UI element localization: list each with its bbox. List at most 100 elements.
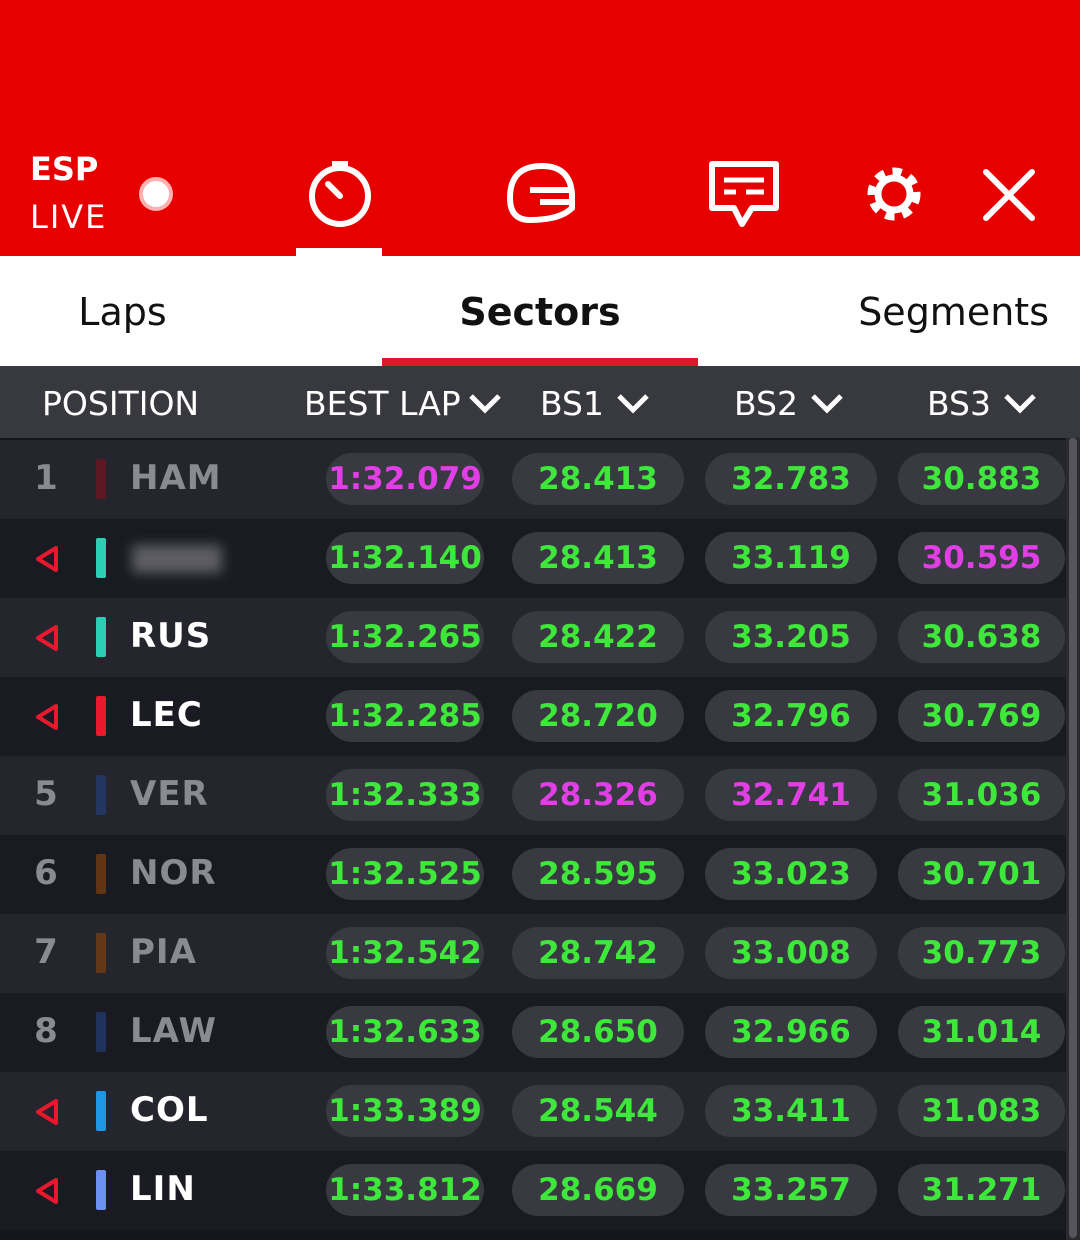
time-cell: 32.741	[705, 769, 877, 821]
active-icon-indicator	[296, 248, 382, 256]
column-header-row	[0, 366, 1080, 438]
time-cell: 1:32.140	[326, 532, 484, 584]
time-cell: 1:32.265	[326, 611, 484, 663]
live-dot	[139, 177, 173, 211]
sort-chevron	[1003, 392, 1037, 418]
time-cell: 28.326	[512, 769, 684, 821]
driver-code: RUS	[130, 616, 212, 656]
time-cell: 33.023	[705, 848, 877, 900]
time-cell: 1:33.389	[326, 1085, 484, 1137]
time-cell: 1:32.285	[326, 690, 484, 742]
close-icon[interactable]	[980, 166, 1038, 224]
time-cell: 28.413	[512, 532, 684, 584]
tab[interactable]: Sectors	[459, 290, 621, 334]
settings-icon[interactable]	[856, 156, 932, 232]
table-row: 7 PIA 1:32.542 28.742 33.008 30.773	[0, 914, 1066, 993]
team-color-bar	[96, 933, 106, 973]
table-row: 5 VER 1:32.333 28.326 32.741 31.036	[0, 756, 1066, 835]
position-change-arrow	[34, 703, 60, 735]
tab[interactable]: Laps	[78, 290, 167, 334]
column-header[interactable]: BEST LAP	[304, 384, 461, 423]
driver-code: NOR	[130, 853, 217, 893]
time-cell: 33.008	[705, 927, 877, 979]
driver-code: LAW	[130, 1011, 217, 1051]
driver-icon[interactable]	[500, 158, 580, 228]
event-label: ESP	[30, 150, 99, 188]
position-number: 5	[34, 774, 58, 814]
position-number: 6	[34, 853, 58, 893]
time-cell: 30.638	[898, 611, 1065, 663]
table-row: LEC 1:32.285 28.720 32.796 30.769	[0, 677, 1066, 756]
time-cell: 28.544	[512, 1085, 684, 1137]
time-cell: 30.769	[898, 690, 1065, 742]
driver-code: COL	[130, 1090, 209, 1130]
time-cell: 28.413	[512, 453, 684, 505]
column-header[interactable]: BS1	[540, 384, 605, 423]
time-cell: 32.783	[705, 453, 877, 505]
table-row: COL 1:33.389 28.544 33.411 31.083	[0, 1072, 1066, 1151]
table-row: 1 HAM 1:32.079 28.413 32.783 30.883	[0, 440, 1066, 519]
time-cell: 28.422	[512, 611, 684, 663]
column-header[interactable]: BS3	[927, 384, 992, 423]
time-cell: 33.119	[705, 532, 877, 584]
team-color-bar	[96, 538, 106, 578]
driver-code: LEC	[130, 695, 203, 735]
top-bar: ESP LIVE	[0, 0, 1080, 256]
team-color-bar	[96, 1091, 106, 1131]
position-number: 8	[34, 1011, 58, 1051]
driver-code: PIA	[130, 932, 197, 972]
time-cell: 1:32.079	[326, 453, 484, 505]
time-cell: 1:32.542	[326, 927, 484, 979]
sort-chevron	[810, 392, 844, 418]
time-cell: 30.701	[898, 848, 1065, 900]
driver-code: HAM	[130, 458, 222, 498]
time-cell: 1:32.633	[326, 1006, 484, 1058]
position-change-arrow	[34, 624, 60, 656]
time-cell: 30.595	[898, 532, 1065, 584]
time-cell: 33.257	[705, 1164, 877, 1216]
timer-icon[interactable]	[300, 158, 380, 238]
time-cell: 28.720	[512, 690, 684, 742]
position-number: 7	[34, 932, 58, 972]
table-row: 8 LAW 1:32.633 28.650 32.966 31.014	[0, 993, 1066, 1072]
active-tab-underline	[382, 358, 698, 366]
time-cell: 28.742	[512, 927, 684, 979]
time-cell: 32.796	[705, 690, 877, 742]
driver-code: LIN	[130, 1169, 196, 1209]
tab[interactable]: Segments	[858, 290, 1049, 334]
team-color-bar	[96, 854, 106, 894]
time-cell: 28.669	[512, 1164, 684, 1216]
team-color-bar	[96, 1170, 106, 1210]
position-number: 1	[34, 458, 58, 498]
time-cell: 1:32.525	[326, 848, 484, 900]
time-cell: 31.271	[898, 1164, 1065, 1216]
sort-chevron	[616, 392, 650, 418]
time-cell: 33.205	[705, 611, 877, 663]
sort-chevron	[468, 392, 502, 418]
chat-icon[interactable]	[706, 158, 782, 232]
time-cell: 31.083	[898, 1085, 1065, 1137]
table-row: LIN 1:33.812 28.669 33.257 31.271	[0, 1151, 1066, 1230]
table-row: 6 NOR 1:32.525 28.595 33.023 30.701	[0, 835, 1066, 914]
table-row: RUS 1:32.265 28.422 33.205 30.638	[0, 598, 1066, 677]
team-color-bar	[96, 617, 106, 657]
time-cell: 1:33.812	[326, 1164, 484, 1216]
team-color-bar	[96, 696, 106, 736]
time-cell: 28.650	[512, 1006, 684, 1058]
live-label: LIVE	[30, 198, 108, 236]
time-cell: 28.595	[512, 848, 684, 900]
driver-code: VER	[130, 774, 209, 814]
team-color-bar	[96, 1012, 106, 1052]
time-cell: 30.883	[898, 453, 1065, 505]
team-color-bar	[96, 775, 106, 815]
table-row: 1:32.140 28.413 33.119 30.595	[0, 519, 1066, 598]
scrollbar	[1066, 438, 1080, 1240]
time-cell: 31.036	[898, 769, 1065, 821]
time-cell: 30.773	[898, 927, 1065, 979]
position-change-arrow	[34, 1177, 60, 1209]
column-header[interactable]: BS2	[734, 384, 799, 423]
tab-bar	[0, 256, 1080, 366]
time-cell: 32.966	[705, 1006, 877, 1058]
time-cell: 31.014	[898, 1006, 1065, 1058]
